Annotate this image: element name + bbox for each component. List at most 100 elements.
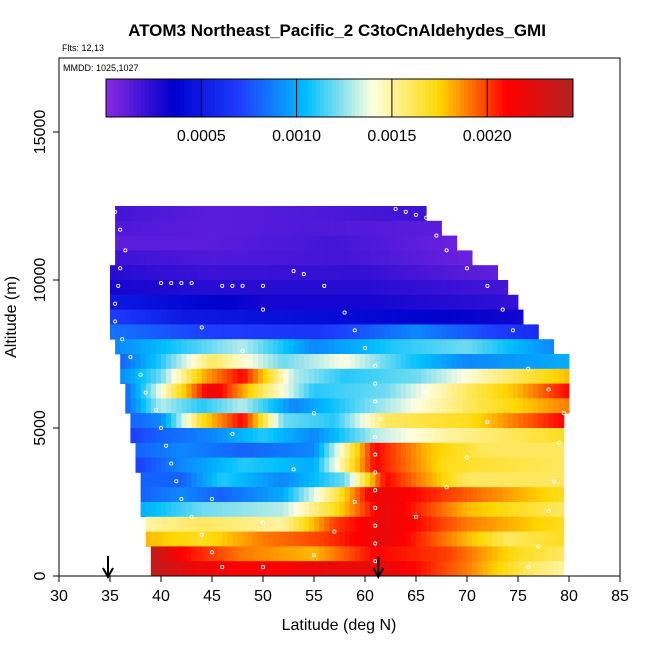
colorbar-cell bbox=[483, 79, 488, 117]
heatmap-cell bbox=[283, 250, 289, 266]
heatmap-cell bbox=[212, 339, 218, 355]
heatmap-cell bbox=[461, 294, 468, 310]
heatmap-cell bbox=[518, 324, 524, 340]
heatmap-cell bbox=[441, 457, 447, 473]
heatmap-cell bbox=[421, 280, 427, 296]
heatmap-cell bbox=[359, 442, 366, 458]
heatmap-cell bbox=[456, 309, 463, 325]
heatmap-cell bbox=[263, 250, 269, 266]
heatmap-cell bbox=[456, 413, 463, 429]
heatmap-cell bbox=[298, 265, 305, 281]
heatmap-cell bbox=[334, 413, 340, 429]
heatmap-cell bbox=[518, 428, 524, 444]
heatmap-cell bbox=[426, 457, 432, 473]
heatmap-cell bbox=[334, 383, 340, 399]
heatmap-cell bbox=[523, 546, 529, 562]
heatmap-cell bbox=[150, 280, 157, 296]
heatmap-cell bbox=[344, 531, 351, 547]
heatmap-cell bbox=[278, 457, 284, 473]
heatmap-cell bbox=[385, 368, 391, 384]
observation-point bbox=[169, 461, 174, 466]
heatmap-cell bbox=[130, 220, 136, 236]
heatmap-cell bbox=[125, 398, 131, 414]
colorbar-cell bbox=[234, 79, 239, 117]
heatmap-cell bbox=[359, 516, 366, 532]
heatmap-cell bbox=[145, 472, 152, 488]
observation-markers bbox=[113, 206, 566, 570]
heatmap-cell bbox=[365, 324, 371, 340]
heatmap-cell bbox=[365, 383, 371, 399]
colorbar-cell bbox=[351, 79, 356, 117]
heatmap-cell bbox=[416, 487, 422, 503]
heatmap-cell bbox=[410, 265, 417, 281]
heatmap-cell bbox=[431, 383, 437, 399]
observation-point bbox=[373, 452, 378, 457]
heatmap-cell bbox=[385, 546, 391, 562]
heatmap-cell bbox=[405, 383, 412, 399]
heatmap-cell bbox=[206, 561, 213, 577]
heatmap-cell bbox=[451, 428, 458, 444]
heatmap-cell bbox=[222, 339, 228, 355]
heatmap-cell bbox=[329, 398, 335, 414]
heatmap-cell bbox=[135, 383, 141, 399]
heatmap-cell bbox=[176, 354, 182, 370]
colorbar-cell bbox=[561, 79, 566, 117]
heatmap-cell bbox=[339, 309, 345, 325]
heatmap-cell bbox=[252, 220, 259, 236]
heatmap-cell bbox=[252, 546, 259, 562]
heatmap-cell bbox=[268, 206, 274, 222]
heatmap-cell bbox=[257, 235, 264, 251]
colorbar-cell bbox=[269, 79, 274, 117]
heatmap-cell bbox=[405, 472, 412, 488]
heatmap-cell bbox=[380, 428, 386, 444]
heatmap-cell bbox=[426, 250, 432, 266]
heatmap-cell bbox=[217, 294, 223, 310]
heatmap-cell bbox=[181, 368, 187, 384]
heatmap-cell bbox=[319, 339, 325, 355]
heatmap-cell bbox=[375, 487, 381, 503]
heatmap-cell bbox=[446, 561, 453, 577]
heatmap-cell bbox=[482, 502, 488, 518]
observation-point bbox=[378, 417, 383, 422]
heatmap-cell bbox=[135, 250, 141, 266]
heatmap-cell bbox=[201, 472, 208, 488]
heatmap-cell bbox=[446, 442, 453, 458]
heatmap-cell bbox=[507, 531, 514, 547]
observation-point bbox=[424, 215, 429, 220]
heatmap-cell bbox=[370, 398, 376, 414]
heatmap-cell bbox=[416, 457, 422, 473]
heatmap-cell bbox=[293, 324, 300, 340]
heatmap-cell bbox=[451, 294, 458, 310]
heatmap-cell bbox=[354, 413, 361, 429]
heatmap-cell bbox=[314, 354, 320, 370]
heatmap-cell bbox=[405, 516, 412, 532]
heatmap-cell bbox=[135, 220, 141, 236]
heatmap-cell bbox=[426, 235, 432, 251]
heatmap-cell bbox=[410, 250, 417, 266]
heatmap-cell bbox=[329, 309, 335, 325]
heatmap-cell bbox=[523, 516, 529, 532]
heatmap-cell bbox=[329, 457, 335, 473]
heatmap-cell bbox=[421, 413, 427, 429]
heatmap-cell bbox=[390, 457, 396, 473]
heatmap-cell bbox=[283, 472, 289, 488]
heatmap-cell bbox=[120, 280, 126, 296]
heatmap-cell bbox=[421, 294, 427, 310]
heatmap-cell bbox=[405, 457, 412, 473]
heatmap-cell bbox=[467, 531, 473, 547]
heatmap-cell bbox=[400, 324, 407, 340]
heatmap-cell bbox=[288, 457, 294, 473]
observation-point bbox=[444, 485, 449, 490]
heatmap-cell bbox=[472, 398, 478, 414]
heatmap-cell bbox=[349, 250, 356, 266]
heatmap-cell bbox=[314, 324, 320, 340]
heatmap-cell bbox=[308, 324, 315, 340]
heatmap-cell bbox=[344, 265, 351, 281]
observation-point bbox=[393, 206, 398, 212]
heatmap-cell bbox=[518, 457, 524, 473]
heatmap-cell bbox=[252, 398, 259, 414]
heatmap-cell bbox=[217, 398, 223, 414]
heatmap-cell bbox=[507, 354, 514, 370]
heatmap-cell bbox=[502, 457, 509, 473]
heatmap-cell bbox=[436, 235, 442, 251]
